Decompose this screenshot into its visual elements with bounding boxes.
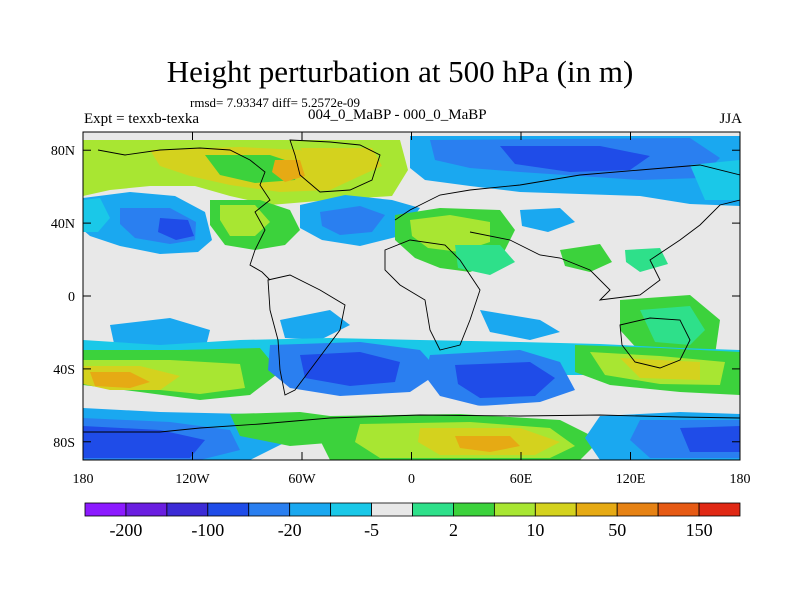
coastline-australia [619, 317, 691, 369]
x-tick-label: 180 [73, 472, 94, 487]
contour-field [83, 132, 740, 460]
coastline-north-america [97, 147, 271, 281]
colorbar-label: 150 [686, 520, 713, 540]
contour-antarctic-orange [455, 436, 520, 452]
colorbar-swatch [616, 502, 659, 517]
y-tick-label: 40S [53, 363, 75, 378]
contour-eurasia-cyan-ne [690, 160, 740, 200]
colorbar-swatch [534, 502, 577, 517]
colorbar-swatch [125, 502, 168, 517]
x-tick-label: 120W [175, 472, 210, 487]
colorbar-label: -5 [364, 520, 379, 540]
coastline-antarctica [83, 414, 740, 433]
y-tick-label: 80N [51, 144, 75, 159]
axis-ticks: 180 120W 60W 0 60E 120E 180 80N 40N 0 40S 80S [51, 132, 751, 487]
contour-arctic-yellow-east [300, 148, 382, 176]
coastline-south-america [267, 274, 346, 396]
colorbar-label: -20 [278, 520, 302, 540]
contour-wpac-lightgreen [640, 306, 705, 345]
colorbar-swatch [84, 502, 127, 517]
colorbar-swatch [657, 502, 700, 517]
period-difference-label: 004_0_MaBP - 000_0_MaBP [308, 107, 487, 123]
colorbar-swatch [330, 502, 372, 517]
contour-asia-green-small [455, 245, 515, 275]
y-tick-label: 80S [53, 436, 75, 451]
colorbar-label: -100 [191, 520, 224, 540]
contour-npac-darkblue [158, 218, 194, 240]
contour-south-darkblue-center [300, 352, 400, 386]
colorbar-swatch [575, 502, 618, 517]
colorbar-label: -200 [109, 520, 142, 540]
y-tick-label: 40N [51, 217, 75, 232]
colorbar-swatch [289, 502, 332, 517]
coastline-europe-asia [394, 164, 740, 221]
colorbar-label: 2 [449, 520, 458, 540]
colorbar-swatch [207, 502, 250, 517]
y-tick-label: 0 [68, 290, 75, 305]
contour-arctic-orange [272, 160, 305, 182]
coastline-africa [384, 239, 481, 351]
colorbar-swatch [166, 502, 209, 517]
colorbar-swatch [412, 502, 454, 517]
coastlines [83, 139, 740, 433]
contour-asia-cyan-blobs [520, 208, 575, 232]
colorbar-swatch [371, 502, 413, 517]
contour-asia-green-far [625, 248, 668, 272]
map-title: Height perturbation at 500 hPa (in m) [166, 54, 634, 89]
x-tick-label: 120E [616, 472, 646, 487]
contour-south-orange-west [90, 372, 150, 388]
contour-antarctic-darkblue [83, 426, 205, 458]
contour-satl-cyan [280, 310, 350, 340]
x-tick-label: 60W [288, 472, 316, 487]
contour-asia-green-east [560, 244, 612, 272]
x-tick-label: 0 [408, 472, 415, 487]
rmsd-diff-stats: rmsd= 7.93347 diff= 5.2572e-09 [190, 95, 361, 110]
colorbar-label: 50 [608, 520, 626, 540]
contour-antarctic-darkblue-east [680, 426, 740, 452]
x-tick-label: 60E [510, 472, 533, 487]
coastline-greenland [289, 139, 381, 193]
x-tick-label: 180 [730, 472, 751, 487]
colorbar-swatch [248, 502, 291, 517]
colorbar-label: 10 [526, 520, 544, 540]
colorbar: -200 -100 -20 -5 2 10 50 150 [84, 502, 741, 540]
contour-indian-cyan [480, 310, 560, 340]
colorbar-swatch [493, 502, 536, 517]
contour-natl-lightgreen [220, 205, 270, 236]
coastline-asia-south [469, 199, 740, 301]
season-label: JJA [719, 111, 742, 127]
colorbar-swatch [698, 502, 741, 517]
contour-eurasia-darkblue [500, 146, 650, 172]
contour-south-darkblue-east [455, 362, 555, 398]
contour-eur-blue [320, 206, 385, 235]
experiment-label: Expt = texxb-texka [84, 111, 200, 127]
colorbar-swatch [453, 502, 495, 517]
